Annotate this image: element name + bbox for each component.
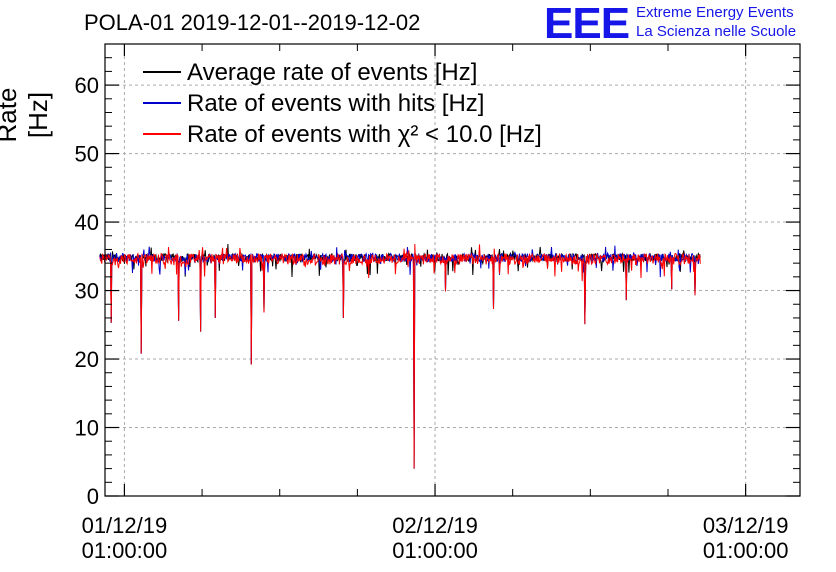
logo-subtitle-2: La Scienza nelle Scuole [636, 23, 797, 40]
y-tick-label: 60 [75, 73, 99, 98]
x-tick-label-time: 01:00:00 [82, 538, 168, 563]
y-tick-label: 0 [87, 484, 99, 509]
y-tick-label: 10 [75, 416, 99, 441]
logo-subtitle-1: Extreme Energy Events [636, 4, 794, 21]
y-tick-label: 50 [75, 142, 99, 167]
grid-lines [105, 44, 800, 496]
y-tick-label: 30 [75, 279, 99, 304]
series-line-2 [99, 243, 701, 469]
axes: 010203040506001/12/1901:00:0002/12/1901:… [75, 44, 800, 563]
x-tick-label-date: 02/12/19 [392, 513, 478, 538]
x-tick-label-date: 03/12/19 [703, 513, 789, 538]
y-tick-label: 20 [75, 347, 99, 372]
plot-frame [104, 43, 801, 497]
legend: Average rate of events [Hz] Rate of event… [143, 59, 542, 148]
eee-logo: EEE [544, 0, 630, 48]
legend-label-2: Rate of events with χ² < 10.0 [Hz] [187, 121, 542, 148]
series-layer [99, 243, 701, 469]
chart-title: POLA-01 2019-12-01--2019-12-02 [84, 10, 421, 35]
series-line-0 [99, 243, 701, 469]
x-tick-label-date: 01/12/19 [82, 513, 168, 538]
y-tick-label: 40 [75, 210, 99, 235]
legend-label-0: Average rate of events [Hz] [187, 59, 477, 86]
legend-label-1: Rate of events with hits [Hz] [187, 90, 484, 117]
x-tick-label-time: 01:00:00 [703, 538, 789, 563]
x-tick-label-time: 01:00:00 [392, 538, 478, 563]
series-line-1 [99, 245, 701, 469]
